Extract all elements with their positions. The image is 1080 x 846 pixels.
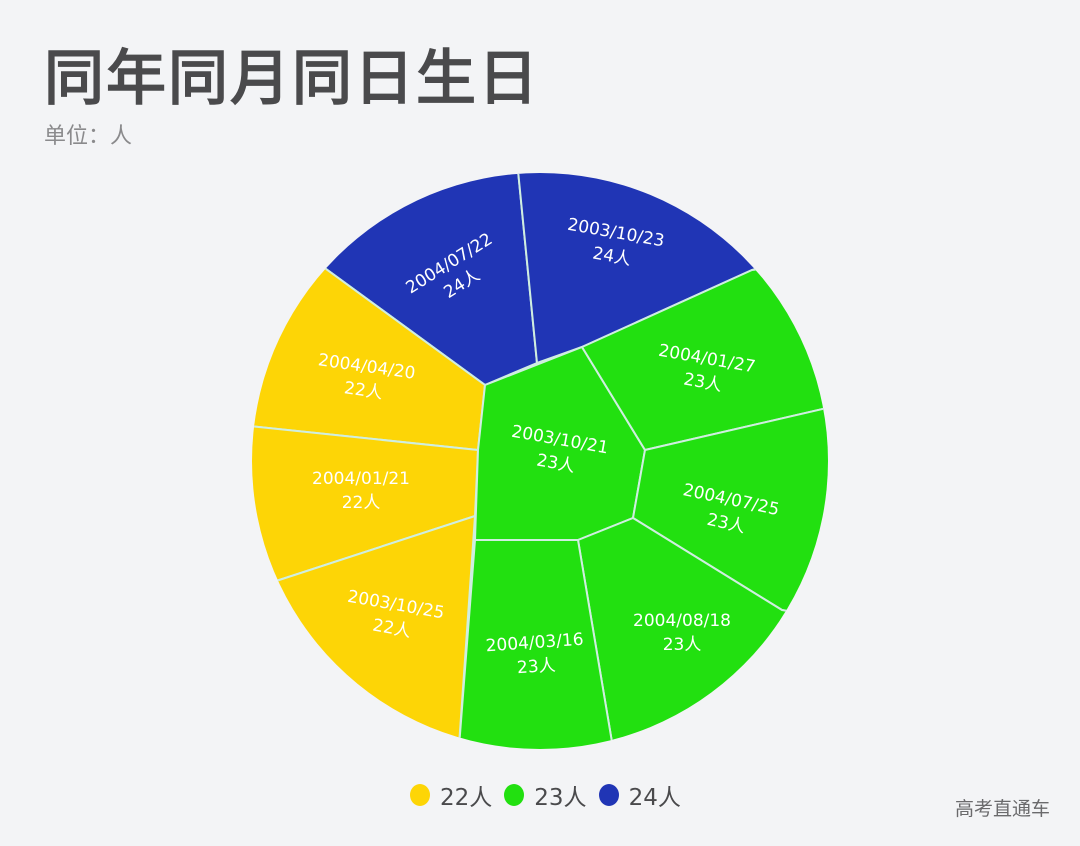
legend-dot-icon — [410, 784, 430, 806]
legend-item-24[interactable]: 24人 — [598, 778, 681, 812]
legend-item-22[interactable]: 22人 — [410, 778, 492, 812]
cell-label-date: 2004/01/21 — [312, 469, 410, 489]
legend-dot-icon — [598, 784, 619, 806]
cell-label-count: 22人 — [342, 493, 381, 513]
chart-legend: 22人 23人 24人 — [410, 778, 681, 812]
cell-2004-01-27[interactable] — [580, 258, 840, 452]
legend-item-23[interactable]: 23人 — [504, 778, 587, 812]
legend-dot-icon — [504, 784, 525, 806]
legend-label: 22人 — [440, 785, 493, 811]
cell-label-date: 2004/08/18 — [633, 611, 731, 631]
legend-label: 23人 — [534, 785, 587, 811]
chart-title: 同年同月同日生日 — [44, 44, 540, 114]
cell-2004-03-16[interactable] — [456, 539, 617, 760]
legend-label: 24人 — [628, 785, 681, 811]
cell-label-count: 23人 — [663, 635, 702, 655]
cell-label-count: 23人 — [516, 656, 556, 679]
chart-subtitle: 单位：人 — [44, 124, 133, 149]
source-watermark: 高考直通车 — [954, 798, 1050, 820]
